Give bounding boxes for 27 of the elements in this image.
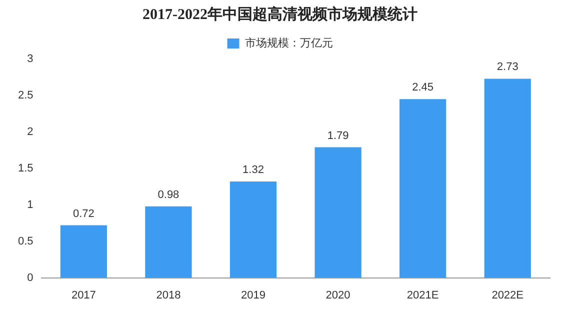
bar [145, 206, 192, 278]
y-tick-label: 2.5 [18, 90, 34, 102]
x-tick-label: 2017 [71, 289, 96, 302]
bar [230, 182, 277, 278]
y-tick-label: 3 [27, 53, 34, 66]
x-tick-label: 2020 [326, 289, 350, 302]
y-tick-label: 0 [27, 272, 34, 284]
data-label: 1.79 [327, 130, 349, 142]
data-label: 1.32 [242, 164, 264, 176]
x-tick-label: 2018 [156, 289, 181, 302]
y-tick-label: 2 [27, 126, 34, 138]
bar [400, 99, 446, 278]
bar [484, 78, 531, 278]
data-label: 2.45 [412, 82, 434, 94]
bar [60, 225, 107, 278]
data-label: 2.73 [496, 61, 518, 74]
data-label: 0.98 [158, 188, 180, 201]
y-tick-label: 1.5 [18, 162, 34, 174]
bar [314, 147, 362, 278]
x-tick-label: 2021E [406, 289, 439, 302]
x-tick-label: 2019 [241, 289, 266, 302]
x-tick-label: 2022E [492, 289, 524, 302]
chart-title: 2017-2022年中国超高清视频市场规模统计 [142, 4, 418, 23]
y-tick-label: 1 [27, 198, 34, 211]
y-tick-label: 0.5 [18, 235, 34, 248]
data-label: 0.72 [72, 208, 94, 220]
legend-label: 市场规模：万亿元 [244, 36, 333, 50]
